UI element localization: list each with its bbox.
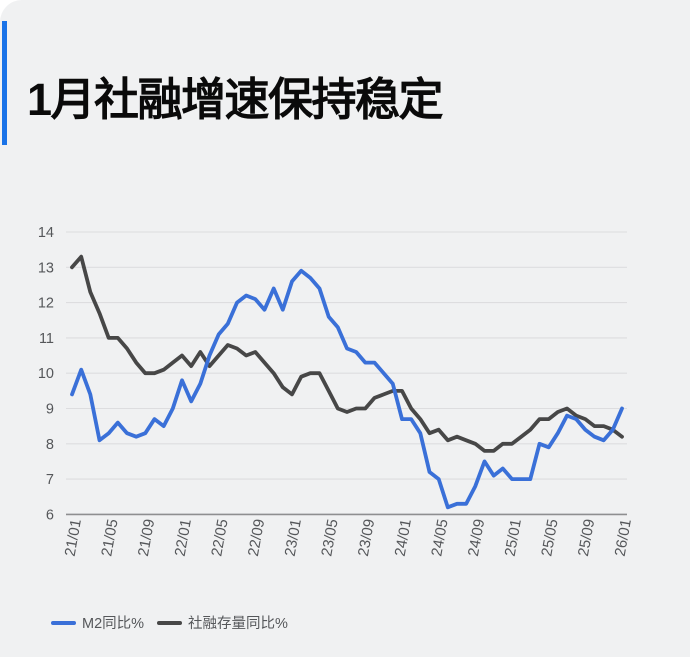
page-title: 1月社融增速保持稳定 [27,74,444,125]
y-axis-tick-label: 10 [38,366,54,382]
y-axis-tick-label: 8 [46,437,54,453]
x-axis-tick-label: 21/05 [98,518,121,558]
x-axis-tick-label: 24/09 [465,518,488,558]
y-axis-tick-label: 12 [38,296,54,312]
y-axis-tick-label: 13 [38,260,54,276]
x-axis-tick-label: 25/01 [502,518,525,558]
legend-label-tsf: 社融存量同比% [188,616,288,632]
legend-item-m2[interactable]: M2同比% [51,612,144,633]
tsf-line [70,254,624,453]
x-axis-tick-label: 25/09 [575,518,598,558]
y-axis-tick-label: 14 [38,225,54,241]
x-axis-tick-label: 22/09 [245,518,268,558]
x-axis-tick-label: 21/01 [62,518,85,558]
m2-line-swatch [51,620,76,625]
x-axis-tick-label: 21/09 [135,518,158,558]
x-axis-tick-label: 22/01 [172,518,195,558]
x-axis-tick-label: 23/05 [318,518,341,558]
x-axis-tick-label: 26/01 [612,518,635,558]
y-axis-tick-label: 9 [46,402,54,418]
y-axis-tick-label: 6 [46,507,54,523]
tsf-line-swatch [157,620,183,625]
legend-item-tsf[interactable]: 社融存量同比% [157,612,288,633]
x-axis-tick-label: 25/05 [538,518,561,558]
x-axis-tick-label: 24/05 [428,518,451,558]
x-axis-tick-label: 23/01 [282,518,305,558]
y-axis-tick-label: 7 [46,472,54,488]
accent-bar [2,21,7,145]
x-axis-tick-label: 23/09 [355,518,378,558]
legend-label-m2: M2同比% [82,616,145,632]
m2-line [70,268,624,510]
x-axis-tick-label: 22/05 [208,518,231,558]
legend: M2同比% 社融存量同比% [51,612,288,633]
x-axis-tick-label: 24/01 [392,518,415,558]
y-axis-tick-label: 11 [39,331,54,347]
